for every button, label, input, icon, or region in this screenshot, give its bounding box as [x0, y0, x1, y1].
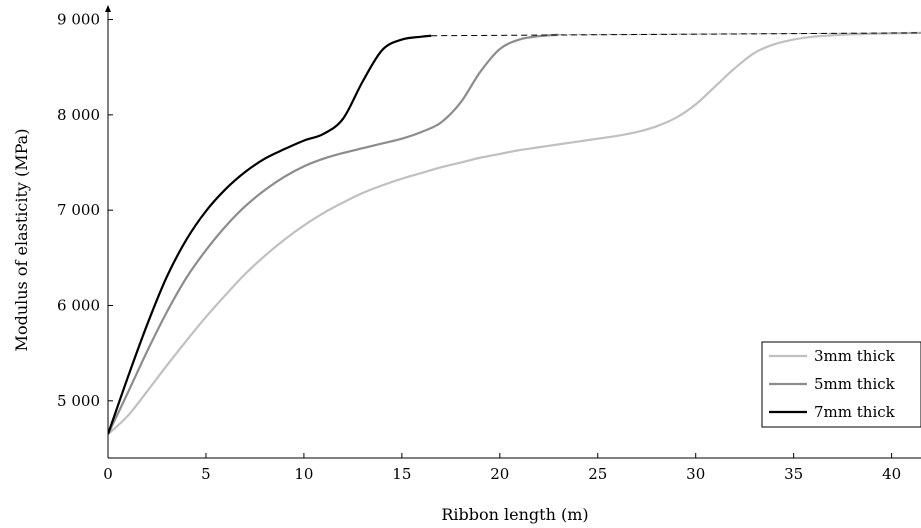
- y-tick-label: 6 000: [57, 296, 100, 314]
- series-layer: [108, 31, 921, 435]
- x-tick-label: 40: [882, 465, 901, 483]
- legend-label-7mm: 7mm thick: [814, 403, 896, 421]
- series-extension-5mm-thick: [558, 32, 921, 36]
- x-tick-label: 30: [686, 465, 705, 483]
- x-tick-label: 10: [294, 465, 313, 483]
- series-line-3mm-thick: [108, 31, 921, 435]
- x-tick-label: 35: [784, 465, 803, 483]
- series-line-5mm-thick: [108, 33, 559, 435]
- plot-area: [108, 31, 921, 435]
- x-tick-label: 15: [392, 465, 411, 483]
- y-tick-label: 9 000: [57, 11, 100, 29]
- x-tick-label: 0: [103, 465, 113, 483]
- y-tick-label: 7 000: [57, 201, 100, 219]
- series-extension-7mm-thick: [431, 32, 921, 37]
- x-tick-label: 5: [201, 465, 211, 483]
- legend-label-5mm: 5mm thick: [814, 375, 896, 393]
- y-axis-arrow: [105, 5, 111, 12]
- y-tick-label: 5 000: [57, 392, 100, 410]
- x-tick-label: 25: [588, 465, 607, 483]
- y-axis-title: Modulus of elasticity (MPa): [12, 129, 31, 352]
- legend-label-3mm: 3mm thick: [814, 347, 896, 365]
- x-axis-title: Ribbon length (m): [441, 505, 588, 524]
- x-tick-label: 20: [490, 465, 509, 483]
- y-tick-label: 8 000: [57, 106, 100, 124]
- series-line-7mm-thick: [108, 34, 432, 435]
- ticks-layer: 0 5 10 15 20 25 30 35 40 5 000 6 000 7 000 8 000 9 00…: [57, 11, 901, 483]
- legend: 3mm thick 5mm thick 7mm thick: [761, 341, 921, 428]
- axes: [105, 5, 921, 459]
